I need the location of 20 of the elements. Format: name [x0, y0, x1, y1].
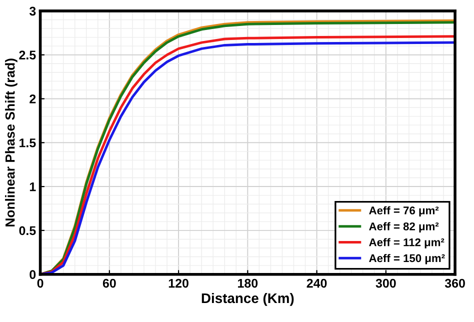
x-tick-label: 300 — [376, 278, 396, 288]
y-tick-label: 0 — [30, 270, 36, 279]
x-tick-label: 120 — [168, 278, 188, 288]
x-axis-title: Distance (Km) — [202, 292, 294, 306]
y-tick-label: 2 — [30, 94, 36, 104]
y-tick-label: 1.5 — [20, 138, 36, 148]
y-tick-label: 2.5 — [19, 50, 36, 60]
y-tick-label: 3 — [29, 6, 36, 16]
x-tick-label: 180 — [238, 278, 258, 288]
legend-label: Aeff = 112 μm² — [369, 238, 444, 248]
y-axis-title: Nonlinear Phase Shift (rad) — [5, 58, 18, 226]
legend-label: Aeff = 82 μm² — [369, 222, 439, 232]
y-tick-label: 1 — [30, 182, 36, 192]
x-tick-label: 0 — [37, 278, 44, 288]
y-tick-label: 0.5 — [19, 226, 36, 236]
x-tick-label: 60 — [102, 278, 116, 288]
legend-label: Aeff = 76 μm² — [369, 206, 439, 217]
x-tick-label: 240 — [306, 278, 327, 288]
legend-label: Aeff = 150 μm² — [369, 254, 445, 264]
x-tick-label: 360 — [444, 278, 465, 288]
